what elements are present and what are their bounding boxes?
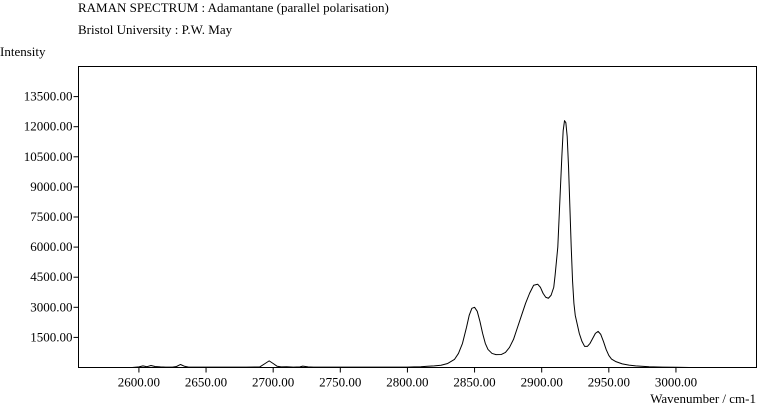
x-tick-label: 2650.00 (185, 375, 227, 390)
series-layer (125, 120, 703, 368)
x-tick-label: 2850.00 (453, 375, 495, 390)
x-axis-label: Wavenumber / cm-1 (650, 391, 756, 406)
x-tick-label: 2800.00 (386, 375, 428, 390)
y-axis-label: Intensity (0, 44, 46, 59)
spectrum-line (125, 120, 703, 368)
chart-subtitle: Bristol University : P.W. May (78, 22, 233, 37)
x-tick-label: 3000.00 (655, 375, 697, 390)
x-tick-label: 2600.00 (118, 375, 160, 390)
x-tick-label: 2700.00 (252, 375, 294, 390)
y-tick-label: 13500.00 (24, 89, 73, 104)
x-axis-ticks: 2600.00 2650.00 2700.00 2750.00 2800.00 2850.… (118, 367, 697, 390)
y-tick-label: 3000.00 (30, 299, 72, 314)
y-tick-label: 6000.00 (30, 239, 72, 254)
y-tick-label: 7500.00 (30, 209, 72, 224)
x-tick-label: 2900.00 (521, 375, 563, 390)
y-tick-label: 12000.00 (24, 119, 73, 134)
y-tick-label: 4500.00 (30, 269, 72, 284)
y-tick-label: 1500.00 (30, 329, 72, 344)
y-tick-label: 10500.00 (24, 149, 73, 164)
y-tick-label: 9000.00 (30, 179, 72, 194)
plot-frame (78, 66, 757, 368)
y-axis-ticks: 1500.00 3000.00 4500.00 6000.00 7500.00 9000.… (24, 89, 79, 344)
x-tick-label: 2950.00 (588, 375, 630, 390)
chart-title: RAMAN SPECTRUM : Adamantane (parallel po… (78, 0, 389, 15)
x-tick-label: 2750.00 (319, 375, 361, 390)
